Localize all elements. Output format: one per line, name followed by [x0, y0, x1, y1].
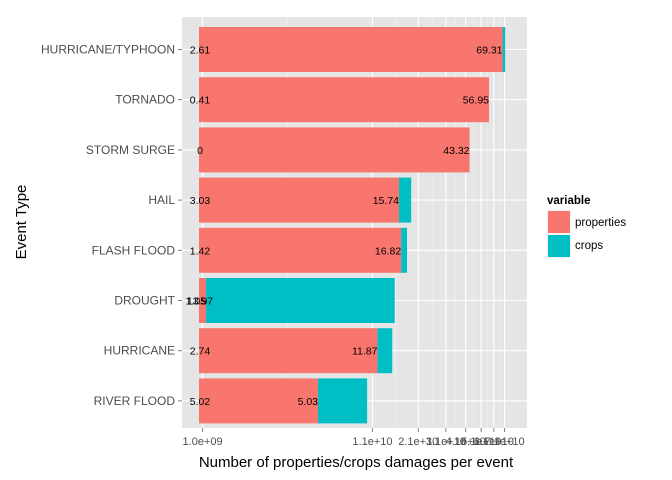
data-label-properties: 1.05 [186, 296, 207, 308]
data-label-crops: 0 [197, 145, 203, 157]
y-tick-label: STORM SURGE [86, 143, 175, 157]
x-axis: 1.0e+09 1.1e+10 2.1e+103.1e+104.1e+105.1e+… [183, 428, 525, 448]
x-tick-label: 7.1e+10 [485, 436, 525, 448]
data-label-properties: 5.03 [298, 396, 319, 408]
bar-properties [199, 227, 402, 273]
bar-properties [199, 127, 470, 173]
x-tick-label: 2.1e+10 [398, 436, 438, 448]
y-axis: HURRICANE/TYPHOON TORNADO STORM SURGE HAIL F… [41, 43, 182, 408]
x-axis-title: Number of properties/crops damages per e… [199, 454, 514, 471]
bar-crops [377, 328, 393, 374]
legend-swatch-crops [548, 235, 570, 257]
y-tick-label: HAIL [148, 193, 175, 207]
bars [199, 27, 506, 424]
bar-properties [199, 328, 378, 374]
data-label-properties: 11.87 [352, 346, 378, 358]
x-tick-label: 4.1e+10 [446, 436, 486, 448]
x-tick-label: 6.1e+10 [474, 436, 514, 448]
data-label-properties: 43.32 [443, 145, 469, 157]
x-tick-label: 1.0e+09 [183, 436, 223, 448]
bar-properties [199, 378, 319, 424]
y-tick-label: TORNADO [115, 93, 175, 107]
data-label-properties: 69.31 [476, 45, 502, 57]
data-label-crops: 1.42 [190, 245, 211, 257]
data-label-crops: 13.97 [187, 296, 213, 308]
y-axis-title: Event Type [13, 185, 30, 260]
legend-swatch-properties [548, 211, 570, 233]
x-tick-label: 5.1e+10 [461, 436, 501, 448]
data-label-properties: 15.74 [373, 195, 399, 207]
legend-label-properties: properties [575, 217, 626, 229]
bar-properties [199, 77, 490, 123]
bar-properties [199, 27, 503, 72]
y-tick-label: FLASH FLOOD [92, 243, 176, 257]
legend-title: variable [547, 195, 590, 207]
bar-crops [401, 227, 408, 273]
y-tick-label: HURRICANE [104, 344, 175, 358]
bar-crops [502, 27, 506, 72]
data-label-crops: 5.02 [190, 396, 211, 408]
data-label-crops: 0.41 [190, 95, 211, 107]
data-labels: 69.31 2.61 56.95 0.41 43.32 0 15.74 3.03 16.82 1.… [186, 45, 503, 408]
data-label-properties: 56.95 [463, 95, 489, 107]
x-tick-label: 1.1e+10 [352, 436, 392, 448]
data-label-properties: 16.82 [375, 245, 401, 257]
legend: variable properties crops [547, 195, 626, 258]
data-label-crops: 2.74 [190, 346, 211, 358]
bar-crops [318, 378, 368, 424]
bar-crops [399, 177, 412, 223]
x-tick-label: 3.1e+10 [426, 436, 466, 448]
bar-properties [199, 278, 207, 323]
data-label-crops: 3.03 [190, 195, 211, 207]
y-tick-label: DROUGHT [114, 294, 175, 308]
data-label-crops: 2.61 [190, 45, 211, 57]
bar-properties [199, 177, 400, 223]
y-tick-label: HURRICANE/TYPHOON [41, 43, 175, 57]
bar-crops [206, 278, 395, 323]
legend-label-crops: crops [575, 240, 603, 252]
y-tick-label: RIVER FLOOD [94, 394, 176, 408]
